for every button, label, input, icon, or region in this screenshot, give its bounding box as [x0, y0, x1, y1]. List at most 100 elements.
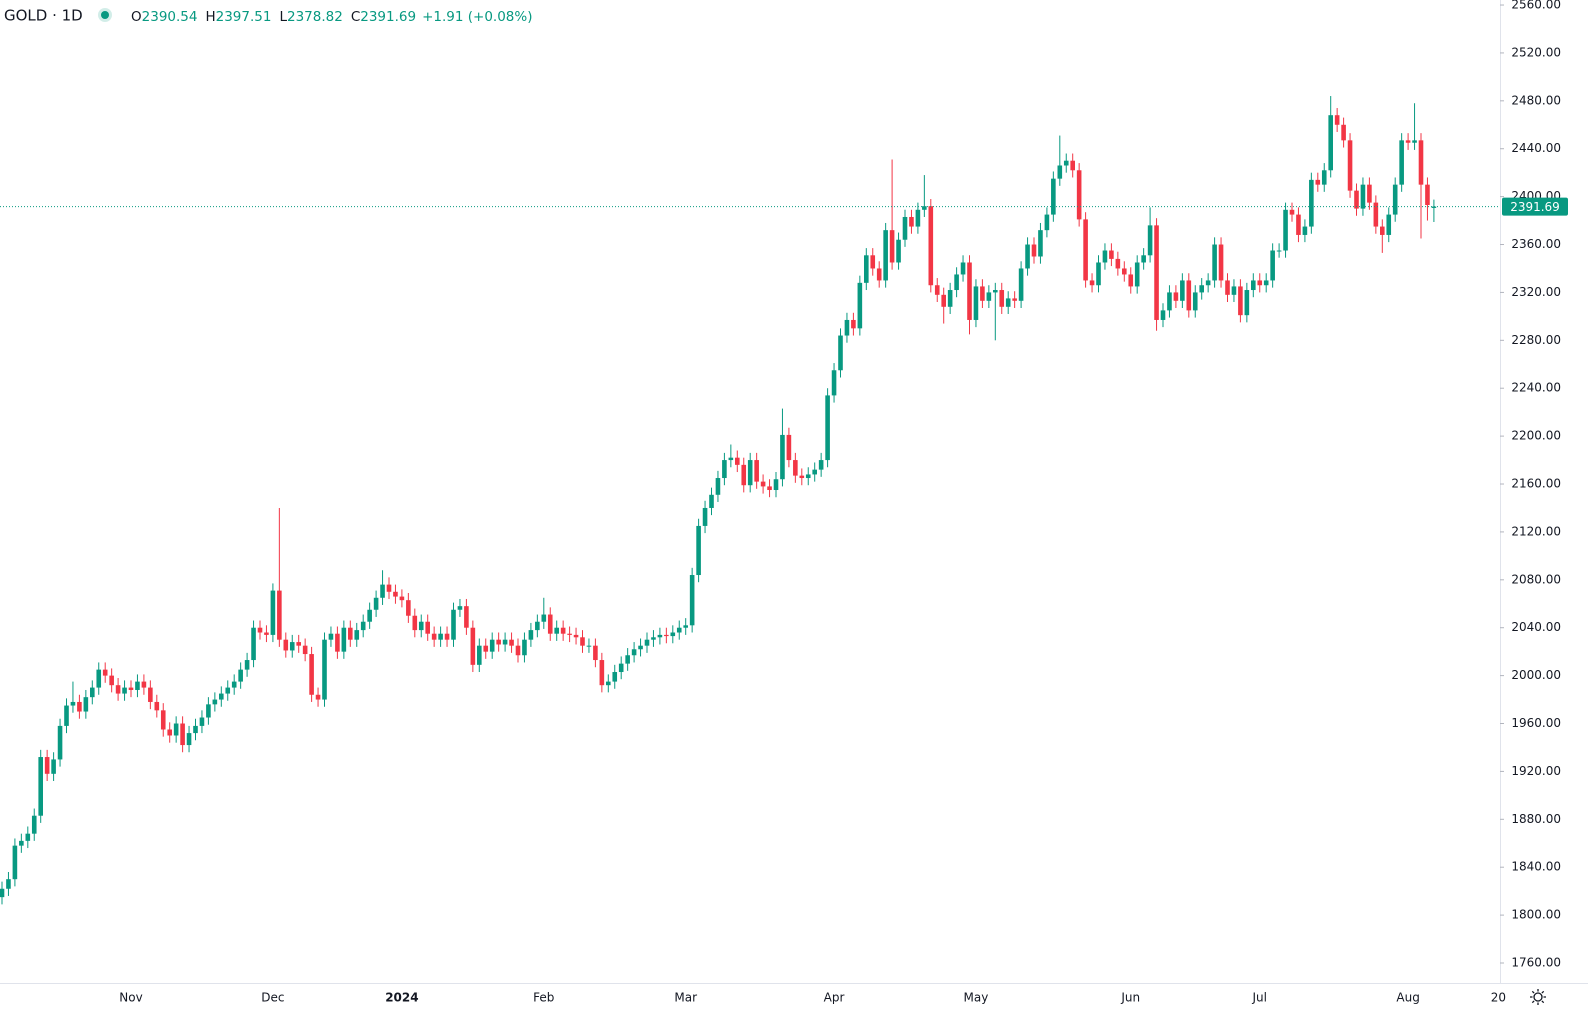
candle-body — [780, 434, 785, 480]
candle-body — [1412, 140, 1417, 143]
ohlc-field-value: 2390.54 — [142, 9, 198, 25]
candle-body — [1089, 280, 1095, 286]
candle-body — [567, 633, 572, 635]
candle-body — [1321, 170, 1327, 185]
candle-body — [1115, 258, 1121, 269]
candle-body — [167, 729, 172, 736]
y-tick-label: 2240.00 — [1511, 381, 1561, 395]
y-tick-label: 1920.00 — [1511, 764, 1561, 778]
candle-body — [1309, 179, 1314, 227]
candle-body — [618, 663, 624, 673]
candle-body — [212, 699, 218, 705]
candle-body — [1225, 280, 1230, 295]
candle-body — [470, 627, 476, 665]
x-tick-label: Dec — [261, 991, 284, 1005]
candle-body — [928, 206, 934, 286]
candle-body — [1399, 140, 1404, 185]
candle-body — [1076, 170, 1082, 220]
candles — [0, 96, 1437, 905]
candle-body — [638, 645, 643, 650]
candle-body — [309, 654, 314, 695]
candle-body — [1244, 290, 1250, 316]
candle-body — [1141, 255, 1146, 263]
candle-body — [625, 655, 630, 664]
candle-body — [851, 319, 856, 329]
x-tick-label: May — [964, 991, 989, 1005]
candle-body — [683, 625, 688, 628]
candle-body — [767, 486, 772, 491]
candle-body — [399, 596, 405, 601]
candle-body — [876, 268, 882, 281]
candle-body — [1238, 286, 1243, 316]
candle-body — [154, 701, 160, 711]
candle-body — [1012, 298, 1017, 301]
candle-body — [335, 633, 340, 652]
candle-body — [0, 888, 5, 898]
candle-body — [1386, 214, 1392, 235]
y-tick-label: 2480.00 — [1511, 93, 1561, 107]
candle-body — [328, 633, 334, 640]
candle-body — [354, 630, 360, 640]
candle-body — [631, 649, 637, 656]
ohlc-field-label: L — [279, 9, 287, 25]
candle-body — [77, 701, 82, 712]
candle-body — [573, 634, 579, 638]
candle-body — [696, 525, 701, 576]
candle-body — [1122, 268, 1127, 275]
candle-body — [431, 633, 437, 640]
candle-body — [64, 705, 69, 726]
candle-body — [1302, 226, 1308, 235]
settings-button[interactable] — [1530, 989, 1546, 1005]
candle-body — [1296, 214, 1301, 235]
candle-body — [1347, 140, 1353, 191]
candle-body — [1180, 280, 1185, 301]
candle-body — [244, 660, 250, 670]
y-tick-label: 1960.00 — [1511, 716, 1561, 730]
status-dot[interactable] — [101, 11, 109, 19]
y-tick-label: 2160.00 — [1511, 477, 1561, 491]
y-tick-label: 2080.00 — [1511, 572, 1561, 586]
y-tick-label: 2000.00 — [1511, 668, 1561, 682]
candle-body — [1005, 298, 1011, 307]
y-tick-label: 2560.00 — [1511, 0, 1561, 12]
last-price-label: 2391.69 — [1510, 200, 1560, 214]
candle-body — [367, 609, 372, 622]
candle-body — [1231, 286, 1237, 295]
candle-body — [1328, 115, 1333, 171]
candle-body — [206, 704, 211, 718]
candle-body — [315, 694, 321, 700]
candle-body — [102, 669, 108, 676]
candle-body — [1431, 206, 1437, 208]
candle-body — [1212, 244, 1217, 281]
candle-body — [277, 590, 282, 640]
candle-body — [1251, 280, 1256, 291]
y-tick-label: 2320.00 — [1511, 285, 1561, 299]
candle-body — [135, 681, 140, 690]
y-tick-label: 2120.00 — [1511, 524, 1561, 538]
candle-body — [31, 815, 37, 834]
candle-body — [483, 645, 489, 652]
axes: 1760.00 1800.00 1840.00 1880.00 1920.00 1960.… — [0, 0, 1568, 1005]
candle-body — [896, 239, 901, 263]
y-tick-label: 2280.00 — [1511, 333, 1561, 347]
candle-body — [1102, 250, 1108, 263]
candle-body — [373, 597, 379, 610]
candle-body — [1270, 250, 1275, 281]
y-tick-label: 2440.00 — [1511, 141, 1561, 155]
candle-body — [12, 845, 18, 880]
candle-body — [193, 725, 198, 734]
candle-body — [825, 395, 830, 461]
candle-body — [670, 632, 676, 637]
candle-body — [773, 479, 779, 491]
candle-body — [199, 717, 205, 726]
ohlc-field-label: C — [351, 9, 360, 25]
candle-body — [1051, 178, 1056, 215]
ohlc-field-label: O — [131, 9, 142, 25]
candle-body — [702, 507, 708, 526]
y-tick-label: 1760.00 — [1511, 956, 1561, 970]
x-tick-label: Nov — [119, 991, 142, 1005]
gear-teeth — [1530, 989, 1546, 1005]
candle-body — [1380, 226, 1385, 235]
